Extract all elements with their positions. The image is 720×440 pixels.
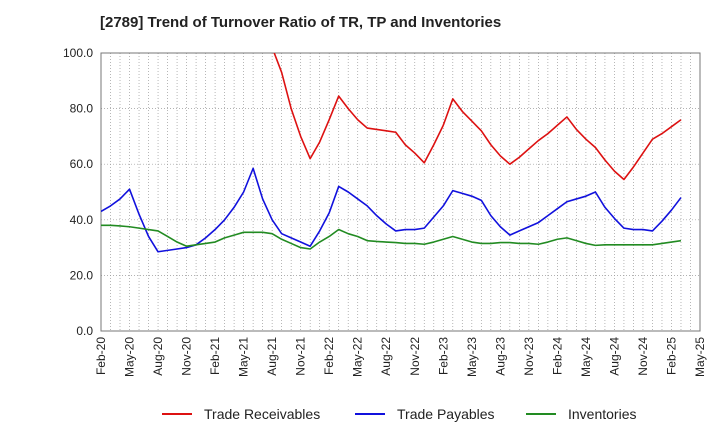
y-tick-label: 40.0 [70, 213, 94, 227]
x-tick-label: Aug-21 [265, 337, 279, 376]
series-line-inventories [101, 224, 682, 250]
x-tick-label: May-24 [579, 337, 593, 377]
series-line-trade-receivables [273, 53, 682, 181]
x-tick-label: Feb-23 [436, 337, 450, 375]
x-tick-label: Nov-21 [294, 337, 308, 376]
x-tick-label: Nov-22 [408, 337, 422, 376]
x-tick-label: May-23 [465, 337, 479, 377]
axis-labels: 0.0 20.0 40.0 60.0 80.0 100.0 Feb-20 May-20 Aug-… [63, 46, 707, 377]
x-tick-label: Aug-22 [379, 337, 393, 376]
x-tick-label: Feb-25 [664, 337, 678, 375]
y-tick-label: 80.0 [70, 102, 94, 116]
x-tick-label: Nov-23 [522, 337, 536, 376]
x-tick-label: Feb-20 [94, 337, 108, 375]
x-tick-label: Aug-23 [493, 337, 507, 376]
series-line-trade-payables [101, 167, 682, 253]
x-tick-label: Feb-24 [550, 337, 564, 375]
x-tick-label: May-21 [237, 337, 251, 377]
legend-label: Trade Payables [397, 406, 495, 422]
x-tick-label: Feb-22 [322, 337, 336, 375]
x-tick-label: Aug-20 [151, 337, 165, 376]
grid-lines [101, 53, 700, 331]
legend: Trade Receivables Trade Payables Inventori… [162, 406, 636, 422]
x-tick-label: May-20 [123, 337, 137, 377]
y-tick-label: 100.0 [63, 46, 93, 60]
y-tick-label: 20.0 [70, 268, 94, 282]
x-tick-label: Nov-24 [636, 337, 650, 376]
series-lines [101, 53, 682, 253]
x-tick-label: Aug-24 [607, 337, 621, 376]
x-tick-label: Feb-21 [208, 337, 222, 375]
x-tick-label: May-22 [351, 337, 365, 377]
plot-area [100, 52, 701, 332]
x-tick-label: Nov-20 [180, 337, 194, 376]
chart-title: [2789] Trend of Turnover Ratio of TR, TP… [100, 14, 502, 31]
legend-label: Inventories [568, 406, 636, 422]
x-tick-label: May-25 [693, 337, 707, 377]
y-tick-label: 60.0 [70, 157, 94, 171]
y-tick-label: 0.0 [76, 324, 93, 338]
legend-label: Trade Receivables [204, 406, 320, 422]
